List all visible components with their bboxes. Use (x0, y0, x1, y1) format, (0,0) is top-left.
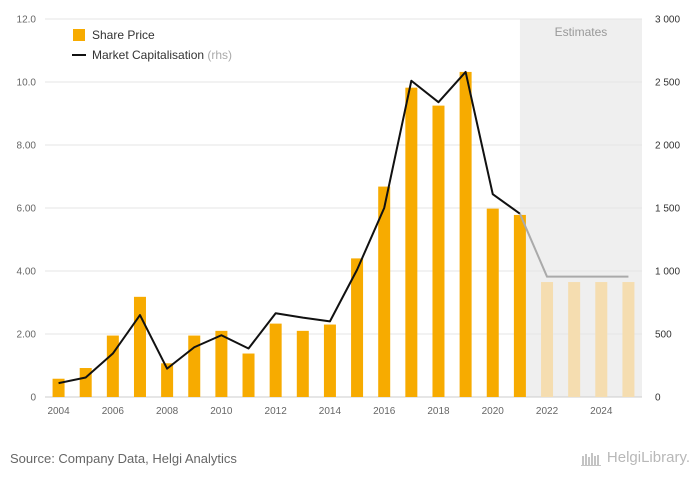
bar (486, 208, 499, 397)
y-tick-label-right: 0 (655, 393, 661, 404)
bar (106, 335, 119, 397)
bar (161, 363, 174, 397)
bar (133, 296, 146, 397)
bar-layer (52, 71, 635, 398)
y-tick-label-left: 6.00 (17, 204, 37, 215)
legend-label-market-cap: Market Capitalisation (rhs) (92, 48, 232, 62)
y-tick-label-right: 2 500 (655, 78, 680, 89)
x-tick-label: 2004 (47, 406, 70, 417)
y-tick-label-right: 1 000 (655, 267, 680, 278)
x-tick-label: 2022 (536, 406, 559, 417)
legend-label-share-price: Share Price (92, 28, 155, 42)
market-cap-line (58, 70, 521, 385)
x-tick-label: 2014 (319, 406, 342, 417)
bar (622, 282, 635, 397)
bar (405, 87, 418, 398)
bar (351, 258, 364, 397)
estimates-label: Estimates (555, 25, 608, 39)
bar (541, 282, 554, 397)
bar (323, 324, 336, 397)
x-tick-label: 2016 (373, 406, 396, 417)
logo-text: HelgiLibrary. (606, 449, 690, 466)
x-tick-label: 2018 (427, 406, 450, 417)
x-tick-label: 2020 (482, 406, 505, 417)
y-tick-label-left: 8.00 (17, 141, 37, 152)
line-layer (58, 70, 629, 385)
bar (79, 368, 92, 397)
legend-swatch-share-price (73, 29, 85, 41)
y-tick-label-right: 2 000 (655, 141, 680, 152)
x-tick-label: 2008 (156, 406, 179, 417)
market-cap-line-estimate (518, 213, 629, 278)
x-tick-label: 2006 (102, 406, 125, 417)
bar (215, 330, 228, 397)
axis-layer: 0 0 2.00 500 4.00 1 000 6.00 1 500 8.00 2 000 10.0… (17, 15, 681, 418)
bar (595, 282, 608, 397)
y-tick-label-right: 3 000 (655, 15, 680, 26)
y-tick-label-left: 10.0 (17, 78, 37, 89)
legend: Share Price Market Capitalisation (rhs) (72, 28, 232, 62)
bar (432, 105, 445, 397)
source-note: Source: Company Data, Helgi Analytics (10, 451, 237, 466)
brand-logo: HelgiLibrary. (580, 449, 690, 466)
bar (242, 353, 255, 397)
bar (269, 323, 282, 397)
x-tick-label: 2024 (590, 406, 613, 417)
bar (296, 330, 309, 397)
legend-rhs-suffix: (rhs) (207, 48, 232, 62)
y-tick-label-right: 1 500 (655, 204, 680, 215)
bar (52, 378, 65, 397)
chart-area: Estimates 0 0 2.00 500 4.00 1 000 6.00 1 500 8.0… (17, 15, 681, 418)
y-tick-label-left: 12.0 (17, 15, 37, 26)
bar (188, 335, 201, 397)
library-icon (580, 452, 601, 466)
bar (568, 282, 581, 397)
x-tick-label: 2012 (265, 406, 288, 417)
y-tick-label-left: 2.00 (17, 330, 37, 341)
x-tick-label: 2010 (210, 406, 233, 417)
bar (378, 186, 391, 397)
bar (513, 214, 526, 397)
y-tick-label-right: 500 (655, 330, 672, 341)
y-tick-label-left: 4.00 (17, 267, 37, 278)
y-tick-label-left: 0 (30, 393, 36, 404)
bar (459, 71, 472, 398)
